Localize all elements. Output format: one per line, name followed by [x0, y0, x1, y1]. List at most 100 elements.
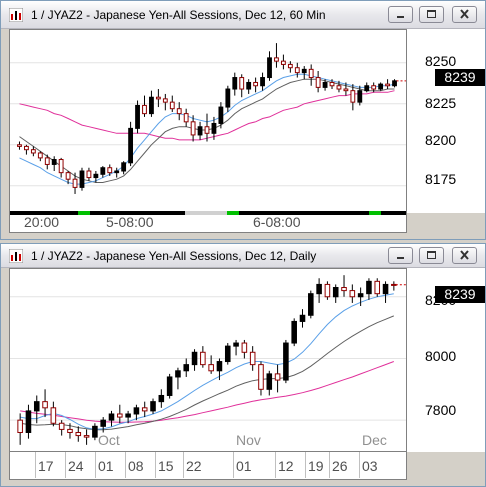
candle [274, 43, 279, 68]
candle [158, 389, 165, 408]
candle [155, 89, 161, 108]
candle [341, 275, 347, 297]
day-separator [359, 452, 360, 478]
close-button[interactable] [452, 6, 477, 23]
candle [117, 404, 123, 424]
window-titlebar[interactable]: 1 / JYAZ2 - Japanese Yen-All Sessions, D… [1, 1, 485, 29]
candle [287, 61, 293, 73]
candle [24, 144, 29, 155]
candle [391, 281, 397, 291]
candle [93, 171, 99, 183]
candle [392, 79, 397, 88]
candle [65, 171, 71, 185]
candle [329, 79, 335, 90]
maximize-button[interactable] [419, 6, 444, 23]
month-label: Nov [236, 432, 261, 448]
candle [315, 70, 321, 93]
day-separator [65, 452, 66, 478]
candle [258, 361, 264, 396]
candle [183, 108, 189, 127]
minimize-button[interactable] [388, 247, 413, 264]
day-label: 03 [362, 458, 378, 474]
candle [141, 401, 148, 418]
maximize-icon [427, 10, 436, 18]
window-titlebar[interactable]: 1 / JYAZ2 - Japanese Yen-All Sessions, D… [1, 244, 485, 268]
candle [191, 349, 198, 371]
day-label: 15 [158, 458, 174, 474]
candle [266, 370, 273, 396]
candle [371, 82, 377, 93]
month-label: Oct [98, 432, 120, 448]
price-axis: 8250 8225 8200 8175 8239 [407, 29, 485, 213]
y-tick-label: 8250 [425, 53, 457, 69]
candle [218, 102, 224, 129]
candle [364, 82, 370, 93]
session-bar [10, 211, 406, 215]
candle [176, 102, 182, 121]
maximize-button[interactable] [419, 247, 444, 264]
candle [378, 82, 384, 91]
chart-window-daily[interactable]: 1 / JYAZ2 - Japanese Yen-All Sessions, D… [0, 243, 486, 487]
close-icon [460, 250, 469, 260]
candle [162, 93, 168, 111]
candle [382, 281, 389, 303]
time-axis: 20:00 5-08:00 6-08:00 [9, 211, 407, 233]
candle [260, 72, 265, 91]
candle [280, 54, 286, 70]
candle [100, 166, 106, 178]
last-price-badge: 8239 [435, 69, 485, 86]
candle [79, 167, 85, 191]
candle [107, 164, 113, 176]
window-title: 1 / JYAZ2 - Japanese Yen-All Sessions, D… [31, 8, 326, 22]
candle [133, 404, 140, 421]
candle [42, 389, 48, 418]
price-plot-area[interactable] [9, 29, 407, 213]
candle [349, 284, 356, 303]
candle [149, 90, 154, 117]
y-tick-label: 8200 [425, 132, 457, 148]
candle [204, 113, 210, 142]
candle [216, 358, 223, 381]
candle [374, 278, 381, 297]
candle [183, 358, 190, 377]
candle [301, 66, 307, 80]
window-title: 1 / JYAZ2 - Japanese Yen-All Sessions, D… [31, 249, 317, 263]
candle [283, 339, 289, 384]
candlestick-chart [10, 275, 406, 445]
candle [239, 74, 245, 98]
day-separator [95, 452, 96, 478]
candle [366, 278, 372, 300]
chart-app-icon [9, 8, 23, 22]
chart-app-icon [9, 249, 23, 263]
day-separator [233, 452, 234, 478]
candlestick-chart [10, 43, 406, 194]
candle [274, 364, 281, 393]
close-button[interactable] [452, 247, 477, 264]
candle [44, 154, 50, 170]
candle [72, 172, 78, 194]
candle [58, 420, 65, 436]
y-tick-label: 8225 [425, 95, 457, 111]
day-separator [305, 452, 306, 478]
candle [17, 141, 22, 150]
candle [208, 355, 214, 374]
candle [350, 84, 356, 111]
ma-mid-line [20, 315, 394, 431]
chart-window-60min[interactable]: 1 / JYAZ2 - Japanese Yen-All Sessions, D… [0, 0, 486, 240]
day-separator [35, 452, 36, 478]
time-axis: Oct Nov Dec 17 24 01 08 15 22 01 12 19 26 03 [9, 432, 407, 480]
candle [232, 72, 238, 96]
candle [150, 398, 156, 414]
day-label: 01 [236, 458, 252, 474]
candle [17, 413, 23, 445]
minimize-button[interactable] [388, 6, 413, 23]
candle [224, 343, 231, 365]
day-separator [329, 452, 330, 478]
candle [175, 367, 181, 390]
candle [30, 146, 36, 157]
price-plot-area[interactable] [9, 268, 407, 452]
candle [241, 339, 248, 359]
candle [114, 167, 120, 178]
candle [324, 281, 331, 300]
candle [357, 287, 364, 307]
